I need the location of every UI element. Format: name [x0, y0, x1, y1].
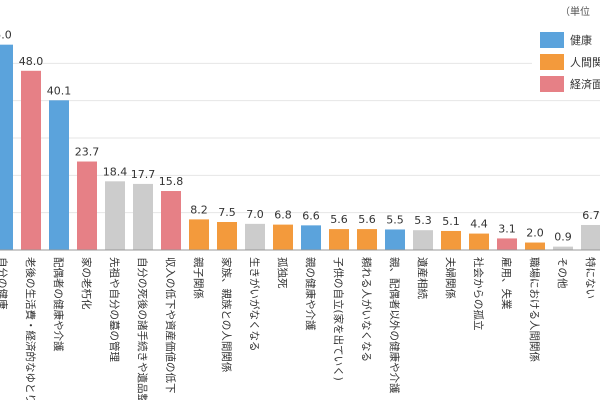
bar — [525, 242, 545, 250]
category-label: 老後の生活費・経済的なゆとり — [24, 257, 37, 400]
legend-label-money: 経済面 — [570, 78, 600, 91]
bar — [105, 181, 125, 250]
value-label: 17.7 — [131, 168, 156, 181]
legend-swatch-relation — [540, 54, 564, 70]
value-label: 2.0 — [526, 227, 544, 240]
bar — [189, 219, 209, 250]
bar — [21, 70, 41, 250]
bar — [385, 229, 405, 250]
bar — [77, 161, 97, 250]
bar — [161, 191, 181, 250]
legend-label-health: 健康 — [570, 34, 592, 47]
value-labels-group: 5.0 48.0 40.1 23.718.417.715.8 8.2 7.5 7.0 6.8 6… — [0, 29, 600, 244]
category-label: 配偶者の健康や介護 — [52, 257, 65, 352]
legend-swatch-money — [540, 76, 564, 92]
bar — [49, 100, 69, 250]
bar — [441, 230, 461, 250]
value-label: 5.6 — [330, 213, 348, 226]
value-label: 7.0 — [246, 208, 264, 221]
legend-swatch-health — [540, 32, 564, 48]
category-label: 雇用、失業 — [500, 257, 513, 310]
value-label: 8.2 — [190, 203, 208, 216]
bar — [469, 233, 489, 250]
value-label: 0.9 — [554, 231, 572, 244]
legend-item-money: 経済面 — [540, 74, 600, 94]
category-label: 頼れる人がいなくなる — [360, 257, 373, 362]
value-label: 7.5 — [218, 206, 236, 219]
value-label: 6.8 — [274, 209, 292, 222]
value-label: 5.3 — [414, 214, 432, 227]
legend-item-relation: 人間関 — [540, 52, 600, 72]
category-label: 夫婦関係 — [444, 257, 456, 299]
category-label: 子供の自立(家を出ていく) — [332, 257, 345, 381]
bar — [245, 223, 265, 250]
category-label: 収入の低下や資産価値の低下 — [164, 257, 177, 394]
bars-group — [0, 44, 600, 250]
category-label: 親、配偶者以外の健康や介護 — [388, 257, 401, 394]
category-label: 家の老朽化 — [80, 257, 93, 310]
bar — [329, 229, 349, 250]
category-label: 孤独死 — [276, 257, 289, 289]
bar — [273, 224, 293, 250]
category-label: 家族、親族との人間関係 — [220, 257, 233, 372]
value-label: 6.6 — [302, 209, 320, 222]
category-label: 親の健康や介護 — [304, 257, 317, 331]
legend: 健康 人間関 経済面 — [532, 24, 600, 100]
value-label: 48.0 — [19, 55, 44, 68]
bar — [301, 225, 321, 250]
unit-label: （単位 — [560, 5, 590, 18]
bar — [413, 230, 433, 250]
category-label: 生きがいがなくなる — [248, 257, 261, 352]
value-label: 5.5 — [386, 213, 404, 226]
value-label: 5.1 — [442, 215, 460, 228]
value-label: 4.4 — [470, 218, 488, 231]
gridlines — [0, 62, 600, 214]
category-label: 遺産相続 — [416, 257, 429, 299]
value-label: 3.1 — [498, 222, 516, 235]
value-label: 40.1 — [47, 84, 72, 97]
bar — [357, 229, 377, 250]
value-label: 5.6 — [358, 213, 376, 226]
value-label: 23.7 — [75, 146, 100, 159]
category-label: 特にない — [584, 257, 596, 299]
bar — [0, 44, 13, 250]
category-label: 自分の健康 — [0, 257, 9, 310]
category-label: 社会からの孤立 — [472, 257, 485, 331]
bar — [553, 246, 573, 250]
category-label: 親子関係 — [192, 257, 205, 299]
bar — [217, 222, 237, 250]
bar — [133, 183, 153, 250]
value-label: 6.7 — [582, 209, 600, 222]
legend-item-health: 健康 — [540, 30, 592, 50]
category-label: 職場における人間関係 — [528, 257, 541, 362]
bar — [581, 224, 600, 250]
value-label: 5.0 — [0, 29, 12, 42]
category-labels-group: 自分の健康 老後の生活費・経済的なゆとり 配偶者の健康や介護 家の老朽化 先祖や自分の墓… — [0, 257, 596, 400]
value-label: 15.8 — [159, 175, 184, 188]
legend-label-relation: 人間関 — [570, 56, 600, 69]
value-label: 18.4 — [103, 165, 128, 178]
category-label: 先祖や自分の墓の管理 — [108, 257, 121, 362]
category-label: 自分の死後の諸手続きや遺品整理 — [136, 257, 149, 400]
bar — [497, 238, 517, 250]
category-label: その他 — [556, 257, 569, 289]
